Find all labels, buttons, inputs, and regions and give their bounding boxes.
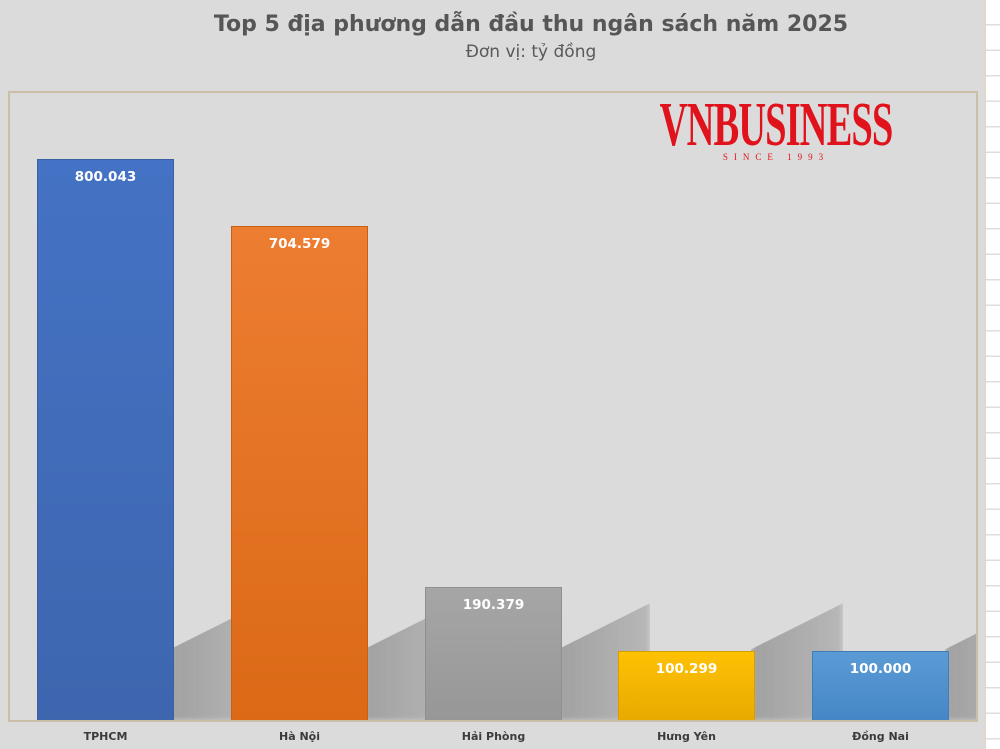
bar-tphcm: 800.043 [37,159,174,720]
bar-value-label: 100.000 [849,661,912,677]
category-label-haiphong: Hải Phòng [461,730,526,743]
chart-header: Top 5 địa phương dẫn đầu thu ngân sách n… [214,12,848,62]
bar-slot-dongnai: 100.000 [812,118,976,720]
bar-value-label: 704.579 [268,236,331,252]
vnbusiness-logo-text: VNBUSINESS [659,88,894,159]
category-label-hanoi: Hà Nội [279,730,320,743]
bar-dongnai: 100.000 [812,651,949,720]
bar-slot-tphcm: 800.043 [37,118,262,720]
bar-hungyen: 100.299 [618,651,755,720]
vnbusiness-logo-tagline: SINCE 1993 [722,152,830,162]
bar-value-label: 190.379 [462,597,525,613]
bar-haiphong: 190.379 [425,587,562,720]
category-label-tphcm: TPHCM [83,730,128,743]
chart-subtitle: Đơn vị: tỷ đồng [465,42,597,62]
bar-hanoi: 704.579 [231,226,368,720]
worksheet-row-edge [985,0,1000,749]
bar-value-label: 100.299 [655,661,718,677]
plot-area: 800.043 704.579 190.379 100.299 100.000 [8,91,978,722]
chart-title: Top 5 địa phương dẫn đầu thu ngân sách n… [213,12,849,37]
bar-slot-hanoi: 704.579 [231,118,456,720]
category-label-hungyen: Hưng Yên [657,730,716,743]
bar-slot-haiphong: 190.379 [425,118,650,720]
category-label-dongnai: Đồng Nai [852,730,909,743]
bar-value-label: 800.043 [74,169,137,185]
bar-shadow [945,603,976,720]
